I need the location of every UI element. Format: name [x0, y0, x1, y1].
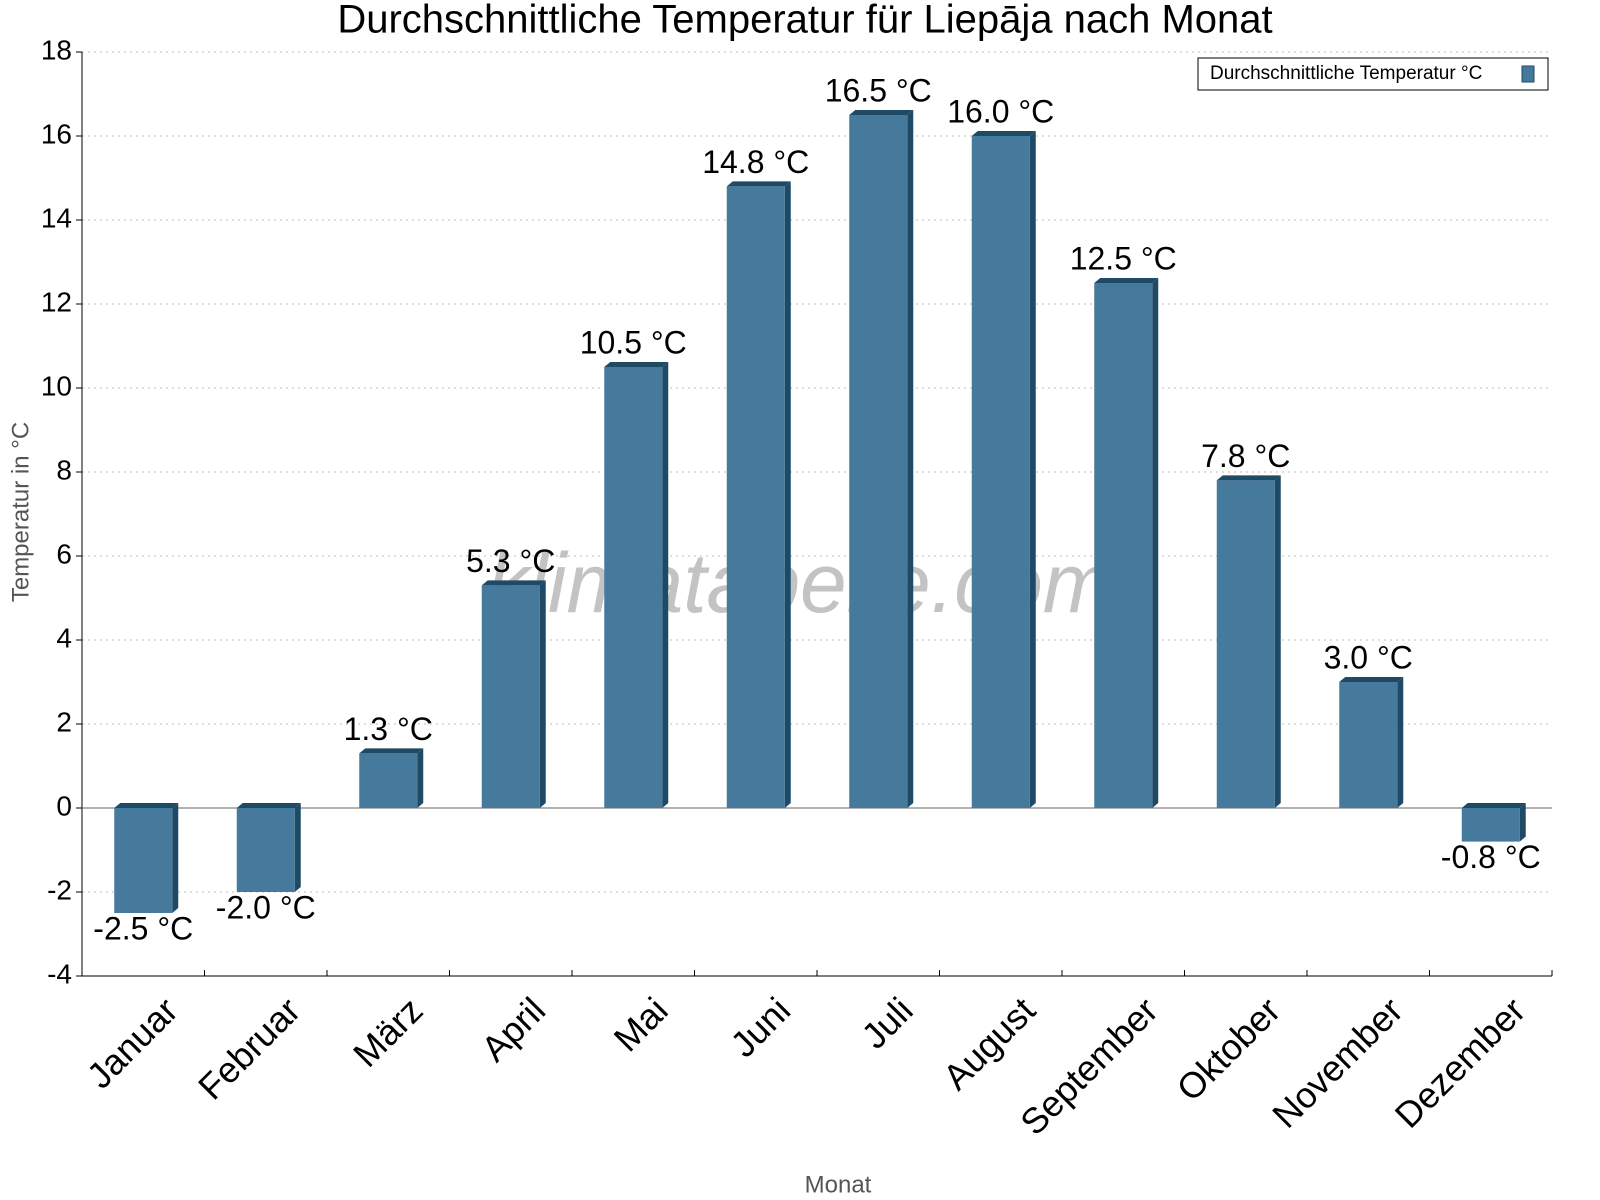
data-label: 1.3 °C [344, 711, 433, 747]
bar [114, 808, 173, 913]
y-tick-label: 4 [56, 622, 72, 653]
bar-top [1461, 803, 1526, 808]
bar-top [971, 131, 1036, 136]
data-label: 7.8 °C [1201, 438, 1290, 474]
chart-title: Durchschnittliche Temperatur für Liepāja… [337, 0, 1272, 42]
y-tick-label: 10 [41, 370, 72, 401]
data-label: 16.5 °C [825, 72, 932, 108]
y-tick-label: 14 [41, 202, 72, 233]
bar [1461, 808, 1520, 842]
data-label: 16.0 °C [947, 93, 1054, 129]
data-label: -2.0 °C [216, 889, 316, 925]
bar-side [1029, 131, 1036, 808]
bar-side [662, 362, 669, 808]
y-axis-label: Temperatur in °C [7, 422, 34, 602]
bar-side [539, 580, 546, 808]
legend-label: Durchschnittliche Temperatur °C [1210, 63, 1482, 84]
y-tick-label: 8 [56, 454, 72, 485]
y-tick-label: 6 [56, 538, 72, 569]
bar-side [907, 110, 914, 808]
legend-swatch [1521, 65, 1535, 83]
bar-side [294, 803, 301, 892]
y-tick-label: 0 [56, 790, 72, 821]
data-label: 5.3 °C [466, 543, 555, 579]
data-label: 10.5 °C [580, 324, 687, 360]
y-tick-label: 18 [41, 34, 72, 65]
data-label: -2.5 °C [93, 910, 193, 946]
bar [236, 808, 295, 892]
bar-side [172, 803, 179, 913]
data-label: 3.0 °C [1324, 639, 1413, 675]
y-tick-label: 12 [41, 286, 72, 317]
y-tick-label: 2 [56, 706, 72, 737]
data-label: -0.8 °C [1441, 839, 1541, 875]
bar-top [1094, 278, 1159, 283]
legend-box [1197, 57, 1549, 91]
bar-top [114, 803, 179, 808]
bar-top [481, 580, 546, 586]
bar-side [1397, 677, 1404, 808]
bar-side [1152, 278, 1159, 808]
bar-side [1519, 803, 1526, 842]
y-tick-label: 16 [41, 118, 72, 149]
data-label: 12.5 °C [1070, 240, 1177, 276]
bar-side [417, 748, 424, 808]
bar-top [604, 362, 669, 367]
bar [481, 585, 540, 808]
bar-top [849, 110, 914, 115]
bar-top [1216, 475, 1281, 481]
bar [604, 367, 663, 808]
bar-side [1274, 475, 1281, 808]
bar-top [236, 803, 301, 808]
x-axis-label: Monat [805, 1171, 872, 1198]
bar [1339, 682, 1398, 808]
data-label: 14.8 °C [702, 144, 809, 180]
bar-top [1339, 677, 1404, 682]
bar [1094, 283, 1153, 808]
bar [359, 753, 418, 808]
y-tick-label: -4 [47, 958, 72, 989]
bar-top [726, 181, 791, 187]
bar-side [784, 181, 791, 808]
bar-top [359, 748, 424, 754]
bar [1216, 480, 1275, 808]
bar [726, 186, 785, 808]
y-tick-label: -2 [47, 874, 72, 905]
bar [971, 136, 1030, 808]
bar [849, 115, 908, 808]
